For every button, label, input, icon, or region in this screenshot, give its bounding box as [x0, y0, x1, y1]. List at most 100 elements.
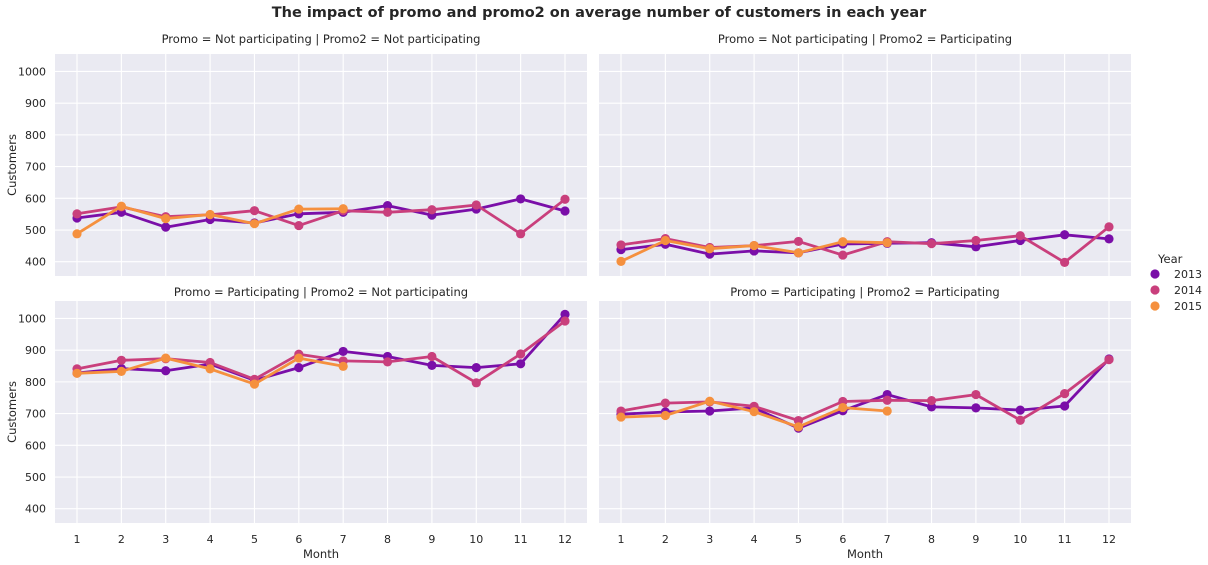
data-point-2014: [1060, 389, 1070, 399]
data-point-2014: [793, 236, 804, 247]
facet-background: [55, 54, 587, 276]
data-point-2015: [338, 361, 348, 371]
data-point-2013: [427, 360, 437, 370]
data-point-2013: [338, 346, 348, 357]
data-point-2013: [926, 402, 937, 412]
legend: Year 2013 2014 2015: [1150, 252, 1202, 313]
data-point-2014: [793, 415, 804, 426]
data-point-2015: [205, 209, 215, 220]
x-tick-label: 9: [428, 533, 435, 546]
data-point-2013: [1060, 230, 1070, 240]
data-point-2014: [882, 395, 892, 405]
data-point-2014: [926, 395, 937, 406]
data-point-2013: [516, 359, 526, 369]
data-point-2015: [705, 396, 715, 406]
x-tick-label: 5: [795, 533, 802, 546]
y-tick-label: 800: [25, 376, 46, 389]
data-point-2015: [793, 248, 804, 258]
data-point-2015: [882, 406, 892, 416]
data-point-2015: [249, 219, 260, 229]
facet-background: [55, 301, 587, 523]
data-point-2014: [471, 200, 481, 210]
x-tick-label: 11: [514, 533, 528, 546]
x-tick-label: 1: [618, 533, 625, 546]
data-point-2014: [516, 229, 526, 239]
y-tick-label: 600: [25, 439, 46, 452]
x-tick-label: 6: [295, 533, 302, 546]
data-point-2013: [560, 206, 570, 216]
data-point-2014: [382, 357, 393, 367]
data-point-2013: [1015, 405, 1025, 415]
data-point-2014: [616, 240, 626, 250]
facet-title: Promo = Participating | Promo2 = Not par…: [174, 285, 468, 299]
legend-label: 2013: [1174, 268, 1202, 281]
x-tick-label: 12: [558, 533, 572, 546]
facet-panel: Promo = Not participating | Promo2 = Par…: [599, 32, 1131, 276]
data-point-2015: [294, 353, 304, 363]
data-point-2015: [161, 353, 171, 363]
chart-title: The impact of promo and promo2 on averag…: [271, 5, 927, 21]
data-point-2014: [1015, 231, 1025, 241]
data-point-2014: [926, 239, 937, 249]
data-point-2014: [427, 351, 437, 362]
y-tick-label: 1000: [18, 312, 46, 325]
series-line-2013: [75, 197, 567, 229]
legend-marker-2014: [1150, 285, 1160, 295]
data-point-2015: [705, 244, 715, 254]
x-tick-label: 11: [1058, 533, 1072, 546]
data-point-2015: [249, 379, 260, 389]
x-tick-label: 2: [662, 533, 669, 546]
data-point-2015: [749, 240, 759, 251]
data-point-2014: [205, 357, 215, 368]
x-tick-label: 5: [251, 533, 258, 546]
data-point-2015: [294, 204, 304, 214]
facet-panel: Promo = Participating | Promo2 = Not par…: [5, 285, 587, 561]
y-tick-label: 500: [25, 224, 46, 237]
x-tick-label: 1: [74, 533, 81, 546]
y-axis-label: Customers: [5, 134, 19, 196]
data-point-2013: [1104, 234, 1114, 244]
facet-panel: Promo = Participating | Promo2 = Partici…: [599, 285, 1131, 561]
x-tick-label: 7: [340, 533, 347, 546]
y-axis-label: Customers: [5, 381, 19, 443]
data-point-2014: [560, 316, 570, 326]
data-point-2013: [161, 222, 171, 232]
data-point-2014: [838, 250, 848, 260]
legend-marker-2013: [1150, 269, 1160, 279]
data-point-2015: [749, 407, 759, 417]
data-point-2015: [338, 204, 348, 214]
data-point-2014: [427, 205, 437, 215]
data-point-2014: [249, 206, 260, 216]
series-line-2014: [75, 197, 567, 236]
facet-title: Promo = Not participating | Promo2 = Par…: [718, 32, 1012, 46]
data-point-2015: [72, 229, 82, 239]
x-tick-label: 12: [1102, 533, 1116, 546]
data-point-2014: [516, 349, 526, 359]
x-tick-label: 3: [706, 533, 713, 546]
x-tick-label: 8: [384, 533, 391, 546]
data-point-2014: [116, 355, 126, 365]
x-tick-label: 10: [1013, 533, 1027, 546]
data-point-2013: [1060, 401, 1070, 411]
data-point-2014: [1060, 257, 1070, 267]
data-point-2015: [205, 364, 215, 374]
data-point-2014: [72, 209, 82, 219]
data-point-2014: [1104, 355, 1114, 365]
data-point-2013: [516, 194, 526, 204]
data-point-2015: [660, 235, 670, 246]
y-tick-label: 700: [25, 161, 46, 174]
data-point-2015: [882, 238, 892, 248]
x-tick-label: 2: [118, 533, 125, 546]
data-point-2014: [660, 398, 670, 408]
data-point-2015: [116, 201, 126, 211]
y-tick-label: 900: [25, 97, 46, 110]
x-tick-label: 10: [469, 533, 483, 546]
data-point-2013: [560, 309, 570, 319]
y-tick-label: 700: [25, 408, 46, 421]
y-tick-label: 800: [25, 129, 46, 142]
y-tick-label: 600: [25, 192, 46, 205]
legend-label: 2015: [1174, 300, 1202, 313]
facet-title: Promo = Participating | Promo2 = Partici…: [730, 285, 999, 299]
data-point-2015: [660, 410, 670, 421]
data-point-2015: [616, 256, 626, 267]
